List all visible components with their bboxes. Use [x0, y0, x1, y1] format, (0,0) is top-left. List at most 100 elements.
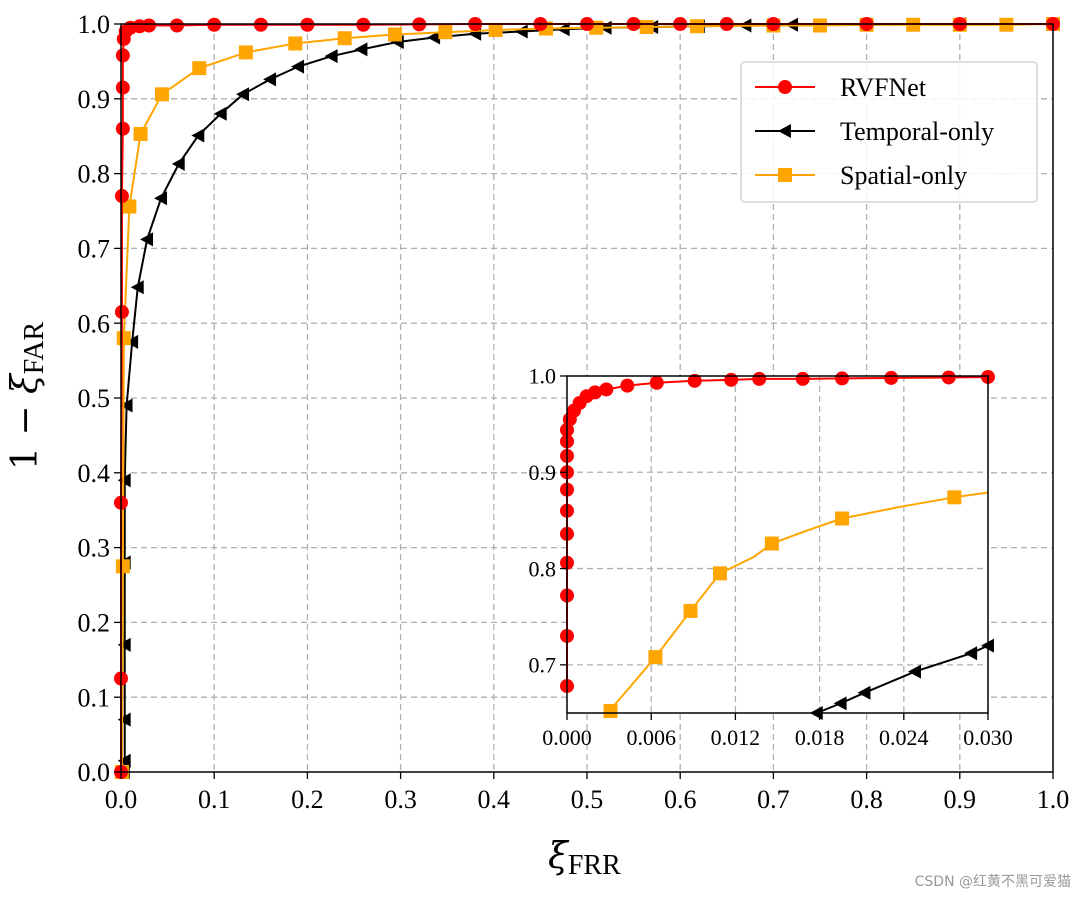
data-point-temporal-only	[191, 128, 205, 143]
data-point-temporal-only	[263, 72, 277, 87]
data-point-rvfnet	[620, 378, 635, 393]
data-point-rvfnet	[941, 370, 956, 385]
main-ticks: 0.0 0.1 0.2 0.3 0.4 0.5 0.6 0.7 0.8 0.9 1.0 0.0 0.1 0…	[78, 10, 1070, 814]
data-point-spatial-only	[133, 126, 148, 141]
legend-marker-temporal-only	[778, 124, 791, 138]
data-point-spatial-only	[238, 45, 253, 60]
inset-chart: 0.000 0.006 0.012 0.018 0.024 0.030 0.7 0.8 0.9 1…	[529, 364, 1013, 750]
data-point-spatial-only	[603, 704, 618, 719]
inset-ticks: 0.000 0.006 0.012 0.018 0.024 0.030 0.7 0.8 0.9 1…	[529, 364, 1013, 750]
y-tick-label: 0.4	[78, 459, 111, 488]
data-point-rvfnet	[884, 370, 899, 385]
x-tick-label: 0.8	[850, 785, 883, 814]
data-point-rvfnet	[724, 372, 739, 387]
data-point-rvfnet	[599, 382, 614, 397]
data-point-temporal-only	[154, 191, 168, 206]
x-tick-label: 0.0	[105, 785, 138, 814]
data-point-rvfnet	[115, 48, 130, 63]
y-tick-label: 0.6	[78, 309, 111, 338]
data-point-temporal-only	[171, 156, 185, 171]
x-tick-label: 0.9	[944, 785, 977, 814]
data-point-spatial-only	[337, 31, 352, 46]
data-point-temporal-only	[354, 42, 368, 57]
y-tick-label: 0.1	[78, 683, 111, 712]
x-tick-label: 0.5	[571, 785, 604, 814]
data-point-spatial-only	[813, 18, 827, 33]
x-tick-label: 1.0	[1037, 785, 1070, 814]
data-point-spatial-only	[689, 19, 704, 34]
data-point-temporal-only	[119, 398, 133, 413]
data-point-temporal-only	[117, 712, 131, 727]
legend-label: Temporal-only	[840, 117, 994, 146]
legend-box	[740, 61, 1038, 203]
data-point-temporal-only	[514, 24, 528, 39]
x-tick-label: 0.2	[291, 785, 324, 814]
data-point-spatial-only	[639, 19, 654, 34]
series-spatial-only	[603, 490, 989, 719]
x-tick-label: 0.7	[757, 785, 790, 814]
legend: RVFNet Temporal-only Spatial-only	[740, 61, 1038, 203]
data-point-spatial-only	[192, 61, 207, 76]
data-point-rvfnet	[687, 373, 702, 388]
data-point-temporal-only	[833, 696, 847, 711]
y-tick-label: 0.5	[78, 384, 111, 413]
data-point-temporal-only	[117, 753, 131, 768]
data-point-temporal-only	[964, 646, 978, 661]
data-point-rvfnet	[795, 371, 810, 386]
data-point-spatial-only	[683, 603, 698, 618]
data-point-rvfnet	[649, 375, 664, 390]
data-point-rvfnet	[115, 80, 130, 95]
data-point-temporal-only	[857, 685, 871, 700]
data-point-temporal-only	[125, 334, 139, 349]
data-point-spatial-only	[712, 566, 727, 581]
data-point-spatial-only	[155, 87, 170, 102]
x-tick-label: 0.024	[879, 725, 929, 750]
data-point-spatial-only	[115, 559, 130, 574]
data-point-spatial-only	[835, 511, 850, 526]
legend-label: Spatial-only	[840, 161, 967, 190]
y-tick-label: 0.7	[529, 653, 557, 678]
y-tick-label: 0.8	[78, 160, 111, 189]
data-point-temporal-only	[236, 87, 250, 102]
y-tick-label: 0.9	[78, 85, 111, 114]
x-tick-label: 0.018	[795, 725, 845, 750]
data-point-temporal-only	[130, 280, 144, 295]
data-point-rvfnet	[835, 371, 850, 386]
data-point-spatial-only	[388, 27, 403, 42]
data-point-rvfnet	[588, 385, 603, 400]
y-tick-label: 1.0	[78, 10, 111, 39]
data-point-temporal-only	[140, 232, 154, 247]
data-point-spatial-only	[947, 490, 962, 505]
x-tick-label: 0.006	[626, 725, 676, 750]
y-tick-label: 0.3	[78, 534, 111, 563]
x-tick-label: 0.012	[711, 725, 761, 750]
data-point-rvfnet	[141, 18, 156, 33]
x-tick-label: 0.1	[198, 785, 231, 814]
data-point-temporal-only	[324, 49, 338, 64]
y-tick-label: 0.8	[529, 556, 557, 581]
data-point-rvfnet	[752, 371, 767, 386]
data-point-spatial-only	[288, 36, 303, 51]
y-tick-label: 1.0	[529, 364, 557, 389]
data-point-temporal-only	[291, 59, 305, 74]
data-point-spatial-only	[488, 22, 503, 37]
data-point-spatial-only	[116, 331, 131, 346]
x-tick-label: 0.4	[478, 785, 511, 814]
data-point-spatial-only	[438, 25, 453, 40]
data-point-temporal-only	[117, 637, 131, 652]
watermark: CSDN @红黄不黑可爱猫	[915, 873, 1071, 890]
y-tick-label: 0.2	[78, 609, 111, 638]
y-tick-label: 0.7	[78, 235, 111, 264]
data-point-temporal-only	[556, 22, 570, 37]
data-point-temporal-only	[908, 664, 921, 679]
data-point-temporal-only	[213, 106, 227, 121]
legend-entry-rvfnet: RVFNet	[755, 73, 927, 102]
x-tick-label: 0.3	[384, 785, 417, 814]
y-tick-label: 0.9	[529, 460, 557, 485]
y-tick-label: 0.0	[78, 758, 111, 787]
legend-marker-rvfnet	[778, 80, 792, 94]
data-point-rvfnet	[114, 189, 129, 204]
legend-entry-temporal-only: Temporal-only	[755, 117, 994, 146]
inset-frame	[566, 375, 989, 714]
